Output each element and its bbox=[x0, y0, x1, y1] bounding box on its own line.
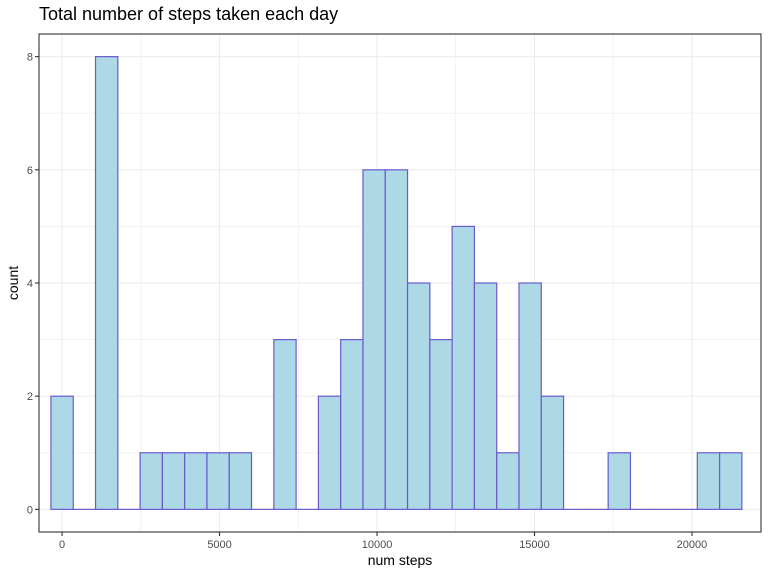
histogram-bar bbox=[607, 452, 632, 510]
histogram-bar bbox=[228, 452, 253, 510]
axis-ticks: 0 5000 10000 15000 20000 0 2 4 6 8 bbox=[27, 52, 707, 551]
y-tick-label: 2 bbox=[27, 391, 33, 403]
histogram-bar bbox=[206, 452, 230, 510]
y-tick-label: 0 bbox=[27, 504, 33, 516]
histogram-bar bbox=[473, 282, 498, 510]
histogram-bar bbox=[540, 395, 565, 510]
x-tick-label: 0 bbox=[59, 539, 65, 551]
histogram-bar bbox=[362, 169, 386, 510]
histogram-bar bbox=[139, 452, 163, 510]
x-tick-label: 20000 bbox=[677, 539, 708, 551]
histogram-bar bbox=[161, 452, 186, 510]
x-tick-label: 15000 bbox=[519, 539, 550, 551]
x-axis-title: num steps bbox=[368, 552, 433, 568]
y-tick-label: 6 bbox=[27, 165, 33, 177]
histogram-bars bbox=[50, 56, 743, 510]
histogram-bar bbox=[184, 452, 208, 510]
histogram-bar bbox=[317, 395, 342, 510]
histogram-bar bbox=[696, 452, 721, 510]
x-tick-label: 5000 bbox=[207, 539, 231, 551]
histogram-bar bbox=[451, 225, 476, 510]
histogram-bar bbox=[50, 395, 74, 510]
histogram-bar bbox=[518, 282, 542, 510]
x-tick-label: 10000 bbox=[362, 539, 393, 551]
y-tick-label: 8 bbox=[27, 52, 33, 64]
histogram-bar bbox=[496, 452, 520, 510]
chart-title: Total number of steps taken each day bbox=[39, 4, 339, 24]
histogram-bar bbox=[384, 169, 409, 510]
histogram-bar bbox=[429, 338, 453, 510]
histogram-bar bbox=[340, 338, 364, 510]
histogram-bar bbox=[718, 452, 743, 510]
y-tick-label: 4 bbox=[27, 278, 33, 290]
histogram-bar bbox=[94, 56, 119, 510]
y-axis-title: count bbox=[5, 266, 21, 300]
histogram-bar bbox=[273, 338, 297, 510]
histogram-bar bbox=[406, 282, 431, 510]
